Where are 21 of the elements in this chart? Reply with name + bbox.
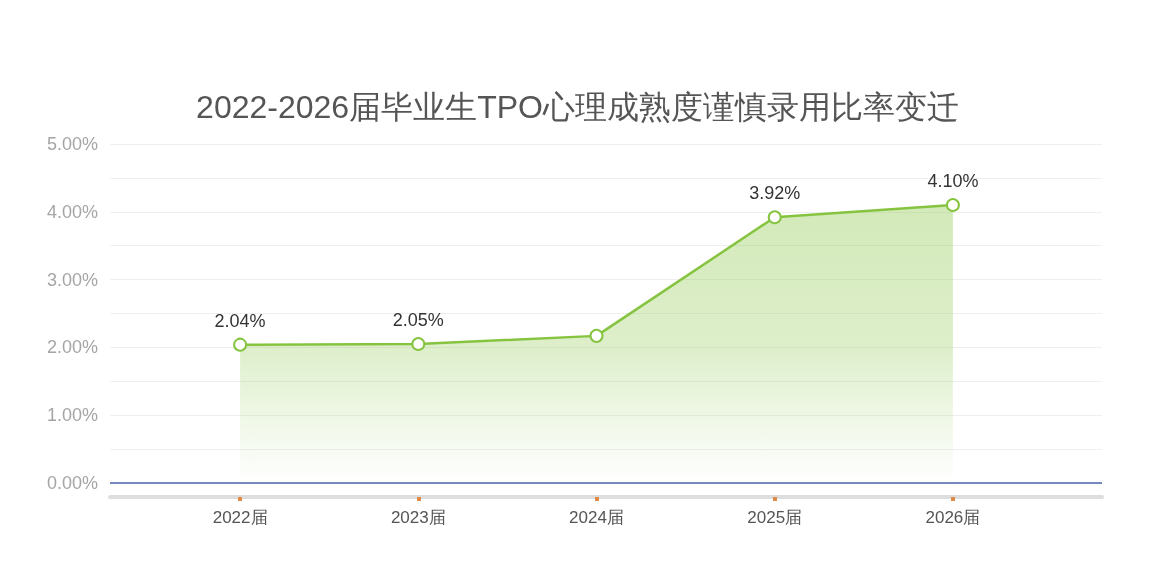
chart-title: 2022-2026届毕业生TPO心理成熟度谨慎录用比率变迁 bbox=[196, 89, 959, 125]
x-tick-label: 2026届 bbox=[925, 508, 981, 527]
point bbox=[945, 198, 960, 213]
x-tick-label: 2025届 bbox=[747, 508, 803, 527]
data-label: 3.92% bbox=[749, 183, 801, 204]
y-tick-label: 0.00% bbox=[46, 473, 98, 493]
y-tick-label: 5.00% bbox=[46, 134, 98, 154]
data-label: 4.10% bbox=[927, 171, 979, 192]
data-label: 2.04% bbox=[214, 310, 266, 331]
y-tick-label: 4.00% bbox=[46, 201, 98, 222]
point bbox=[411, 337, 426, 352]
x-tick-label: 2023届 bbox=[390, 508, 446, 527]
point bbox=[233, 337, 248, 352]
point bbox=[589, 328, 604, 343]
data-label: 2.05% bbox=[392, 310, 444, 331]
x-tick-label: 2022届 bbox=[212, 508, 268, 527]
y-tick-label: 1.00% bbox=[46, 405, 98, 426]
x-tick-label: 2024届 bbox=[569, 508, 624, 527]
point bbox=[767, 210, 782, 225]
y-tick-label: 2.00% bbox=[46, 337, 98, 358]
y-tick-label: 3.00% bbox=[46, 269, 98, 290]
